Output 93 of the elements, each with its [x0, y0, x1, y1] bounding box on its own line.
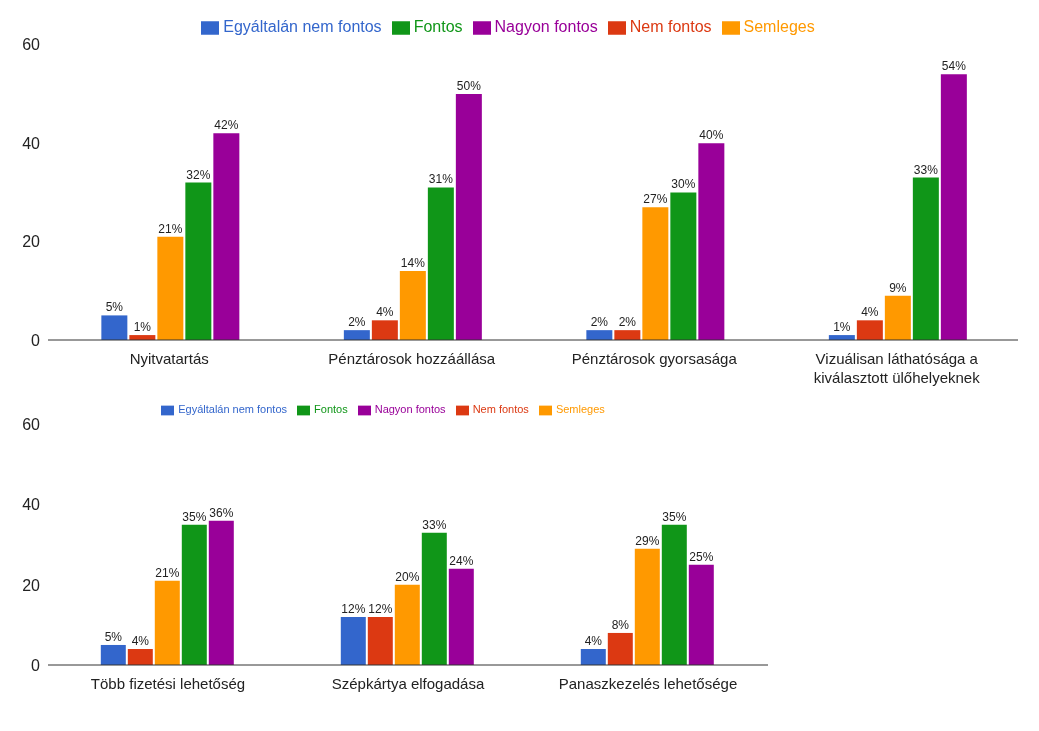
bar	[661, 524, 687, 665]
data-label: 35%	[182, 509, 207, 524]
x-tick-label: Több fizetési lehetőség	[90, 675, 246, 692]
bar	[399, 271, 426, 340]
data-label: 2%	[348, 315, 366, 330]
bar	[670, 192, 697, 340]
legend-label: Nem fontos	[472, 403, 529, 415]
y-tick-label: 60	[22, 36, 41, 54]
legend-label: Nagyon fontos	[374, 403, 446, 415]
legend-label: Egyáltalán nem fontos	[223, 18, 382, 35]
bar	[940, 74, 967, 340]
bar	[607, 632, 633, 665]
data-label: 24%	[449, 553, 474, 568]
data-label: 20%	[395, 569, 420, 584]
bar	[367, 616, 393, 665]
bar	[340, 616, 366, 665]
bar	[154, 580, 180, 665]
bar	[634, 548, 660, 665]
y-tick-label: 40	[22, 134, 41, 152]
bar	[642, 207, 669, 340]
bar	[343, 330, 370, 340]
bar	[208, 520, 234, 665]
x-tick-label: Panaszkezelés lehetősége	[558, 675, 738, 692]
y-tick-label: 20	[22, 233, 41, 251]
legend-label: Fontos	[314, 403, 348, 415]
data-label: 4%	[376, 305, 394, 320]
data-label: 29%	[635, 533, 660, 548]
data-label: 2%	[618, 315, 637, 330]
legend-label: Nagyon fontos	[494, 18, 598, 35]
data-label: 35%	[662, 509, 687, 524]
data-label: 27%	[643, 192, 668, 207]
x-tick-label: Vizuálisan láthatósága a kiválasztott ülőhelyeknek	[813, 350, 981, 386]
data-label: 12%	[341, 601, 366, 616]
x-tick-label: Pénztárosok gyorsasága	[571, 350, 738, 367]
data-label: 33%	[913, 162, 939, 177]
data-label: 40%	[699, 128, 724, 143]
bar	[448, 568, 474, 665]
data-label: 14%	[400, 256, 426, 271]
data-label: 36%	[209, 505, 234, 520]
y-tick-label: 20	[22, 576, 41, 594]
data-label: 30%	[671, 177, 696, 192]
legend-label: Egyáltalán nem fontos	[178, 403, 288, 415]
bar	[884, 295, 911, 340]
data-label: 9%	[889, 280, 907, 295]
y-tick-label: 60	[22, 416, 41, 434]
y-tick-label: 40	[22, 496, 41, 514]
x-tick-label: Szépkártya elfogadása	[331, 675, 485, 692]
data-label: 32%	[186, 167, 211, 182]
bar	[614, 330, 641, 340]
data-label: 50%	[456, 78, 482, 93]
data-label: 8%	[611, 617, 630, 632]
bar	[100, 644, 126, 665]
bar	[698, 143, 725, 340]
data-label: 5%	[104, 629, 123, 644]
bar	[580, 648, 606, 665]
x-tick-label: Nyitvatartás	[129, 350, 209, 367]
bar	[912, 177, 939, 340]
data-label: 25%	[689, 549, 714, 564]
data-label: 4%	[584, 633, 603, 648]
bar	[688, 564, 714, 665]
data-label: 31%	[428, 172, 454, 187]
data-label: 42%	[214, 118, 239, 133]
bar	[185, 182, 212, 340]
bar	[157, 236, 184, 340]
bar	[127, 648, 153, 665]
data-label: 33%	[422, 517, 447, 532]
bar	[455, 93, 482, 340]
bar	[394, 584, 420, 665]
data-label: 12%	[368, 601, 393, 616]
bar	[856, 320, 883, 340]
legend-label: Fontos	[413, 18, 463, 35]
bar	[213, 133, 240, 340]
bar	[427, 187, 454, 340]
data-label: 54%	[941, 59, 967, 74]
bar	[371, 320, 398, 340]
data-label: 1%	[833, 320, 851, 335]
y-tick-label: 0	[31, 331, 41, 349]
data-label: 21%	[155, 565, 180, 580]
data-label: 4%	[131, 633, 150, 648]
x-tick-label: Pénztárosok hozzáállása	[328, 350, 496, 367]
bar	[421, 532, 447, 665]
data-label: 21%	[158, 221, 183, 236]
data-label: 2%	[590, 315, 609, 330]
data-label: 4%	[861, 305, 879, 320]
data-label: 1%	[133, 320, 152, 335]
legend-label: Nem fontos	[629, 18, 712, 35]
y-tick-label: 0	[31, 656, 41, 674]
legend-label: Semleges	[555, 403, 605, 415]
bar	[181, 524, 207, 665]
data-label: 5%	[105, 300, 124, 315]
bar	[586, 330, 613, 340]
legend-label: Semleges	[743, 18, 815, 35]
bar	[101, 315, 128, 340]
